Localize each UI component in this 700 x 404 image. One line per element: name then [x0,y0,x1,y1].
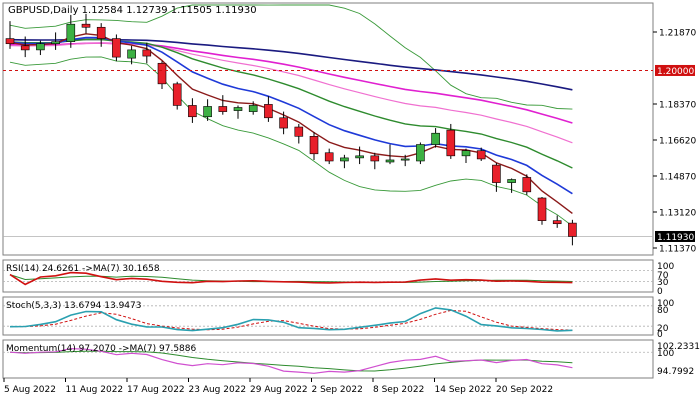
bull-candle [36,43,45,51]
bear-candle [279,117,288,129]
current-price-badge [655,230,695,242]
bull-candle [203,106,212,118]
bear-candle [81,23,91,28]
current-price-badge-text: 1.11930 [657,233,694,243]
bear-candle [112,38,121,58]
bear-candle [537,197,547,221]
stoch-title: Stoch(5,3,3) 13.6794 13.9473 [6,301,141,311]
rsi-tick-100: 100 [657,262,674,272]
bull-candle [507,179,516,183]
stoch-tick-100: 100 [657,299,674,309]
date-tick-label: 14 Sep 2022 [435,385,492,395]
bear-candle [142,49,152,57]
bull-candle [385,159,395,163]
momentum-tick-top: 102.2331 [657,342,700,352]
stoch-tick-0: 0 [657,330,663,340]
bear-candle [568,222,577,237]
bull-candle [51,41,60,45]
bear-candle [492,164,501,183]
rsi-tick-0: 0 [657,287,663,297]
bear-candle [20,45,30,51]
upper-band-line [9,4,573,110]
rsi-tick-70: 70 [657,271,669,281]
bull-candle [127,49,136,59]
mid-ma-line [9,38,573,169]
bear-candle [218,106,228,112]
date-tick-label: 29 Aug 2022 [250,385,308,395]
bear-candle [476,150,486,160]
price-tick-label: 1.11370 [659,245,696,255]
bear-candle [309,135,319,155]
bear-candle [294,126,304,137]
rsi-tick-30: 30 [657,278,669,288]
stoch-tick-80: 80 [657,306,669,316]
bull-candle [431,132,440,145]
price-tick-label: 1.16620 [659,137,696,147]
momentum-tick-bottom: 94.7992 [657,367,694,377]
bear-candle [157,62,167,85]
price-tick-label: 1.21870 [659,29,696,39]
main-panel-frame [2,2,654,256]
bear-candle [5,38,15,45]
bear-candle [264,104,273,119]
price-tick-label: 1.18370 [659,101,696,111]
date-tick-label: 20 Sep 2022 [496,385,553,395]
bear-candle [188,105,197,118]
bull-candle [461,150,471,157]
bull-candle [248,105,258,112]
bull-candle [355,155,364,159]
date-tick-label: 11 Aug 2022 [66,385,124,395]
rsi-panel-frame [2,259,654,293]
bear-candle [446,129,456,157]
bear-candle [552,220,562,225]
momentum-line [9,347,573,374]
bear-candle [370,155,380,162]
bull-candle [66,23,76,42]
price-axis: 1.21870 1.18370 1.16620 1.14870 1.13120 1.113… [653,29,696,255]
momentum-tick-100: 100 [657,349,674,359]
date-axis: 5 Aug 2022 11 Aug 2022 17 Aug 2022 23 Aug 2… [3,378,553,395]
date-tick-label: 2 Sep 2022 [312,385,363,395]
momentum-title: Momentum(14) 97.2070 ->MA(7) 97.5886 [6,344,197,354]
bull-candle [416,144,425,162]
rsi-title: RSI(14) 24.6261 ->MA(7) 30.1658 [6,264,160,274]
lower-band-line [9,56,573,227]
date-tick-label: 17 Aug 2022 [127,385,185,395]
level-badge-text: 1.20000 [657,67,694,77]
rsi-line [9,271,573,286]
momentum-panel-frame [2,339,654,379]
bull-candle [233,107,243,111]
bear-candle [96,26,106,39]
bull-candle [340,157,349,162]
stoch-tick-20: 20 [657,324,669,334]
price-tick-label: 1.14870 [659,173,696,183]
bear-candle [324,152,334,162]
stoch-panel-frame [2,296,654,336]
date-tick-label: 5 Aug 2022 [4,385,56,395]
bull-candle [400,158,410,161]
chart-title: GBPUSD,Daily 1.12584 1.12739 1.11505 1.1… [8,5,257,16]
bear-candle [522,177,532,193]
pink-ma-line [9,42,573,144]
stoch-main-line [9,307,573,332]
level-badge [655,64,695,76]
price-tick-label: 1.13120 [659,209,696,219]
bear-candle [172,83,182,106]
date-tick-label: 8 Sep 2022 [373,385,424,395]
date-tick-label: 23 Aug 2022 [189,385,247,395]
